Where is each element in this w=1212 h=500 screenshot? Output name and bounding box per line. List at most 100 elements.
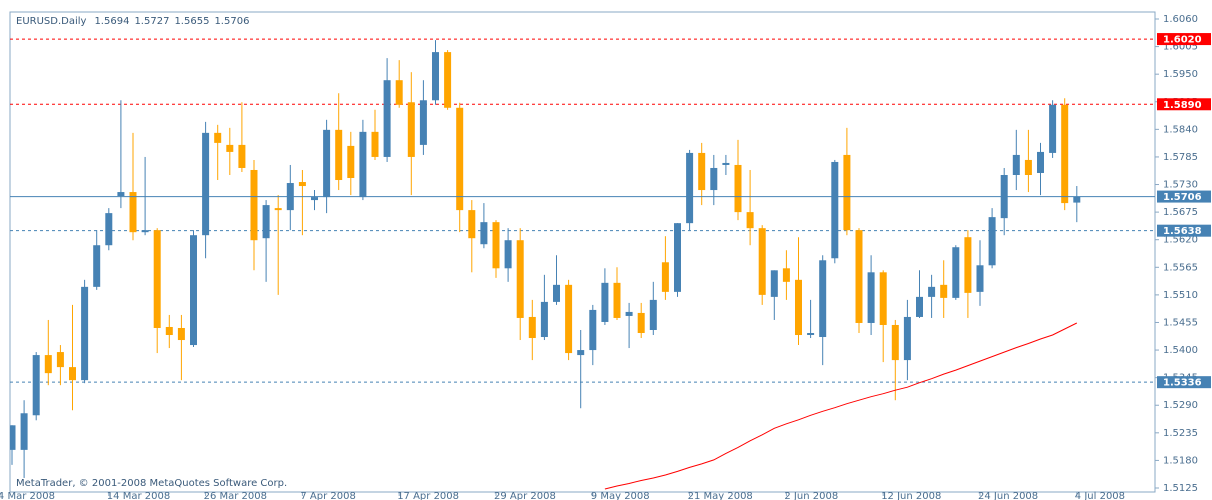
plot-frame	[9, 11, 1156, 493]
candle-body	[395, 80, 403, 105]
candle-body	[492, 222, 500, 269]
candle-body	[577, 350, 585, 356]
level-box	[1157, 376, 1211, 389]
candle-body	[916, 296, 923, 317]
candle-body	[504, 240, 512, 269]
open-value: 1.5694	[94, 16, 129, 27]
candle-body	[165, 326, 173, 336]
candle-body	[432, 52, 439, 101]
y-tick-label: 1.5180	[1163, 455, 1198, 466]
candle-body	[940, 284, 948, 298]
candle-body	[734, 164, 742, 213]
candle-body	[867, 272, 875, 323]
candle-body	[202, 132, 210, 236]
candle-body	[843, 154, 851, 231]
symbol: EURUSD.Daily	[16, 16, 87, 27]
y-tick-label: 1.5565	[1163, 262, 1198, 273]
candle-body	[540, 301, 548, 338]
y-tick-label: 1.5950	[1163, 69, 1198, 80]
x-tick-label: 7 Apr 2008	[300, 491, 355, 500]
candle-body	[177, 327, 185, 341]
candle-body	[456, 107, 464, 211]
y-tick-label: 1.5675	[1163, 207, 1198, 218]
candle-body	[1037, 151, 1044, 173]
y-tick-label: 1.5620	[1163, 235, 1198, 246]
y-tick-label: 1.6060	[1163, 14, 1198, 25]
candle-body	[710, 167, 718, 191]
candle-body	[347, 145, 355, 179]
candle-body	[1012, 154, 1020, 175]
price-axis: 1.60601.60051.59501.58951.58401.57851.57…	[0, 14, 1211, 500]
level-box	[1157, 224, 1211, 237]
candle-body	[988, 217, 996, 266]
candle-body	[20, 413, 28, 450]
low-value: 1.5655	[174, 16, 209, 27]
level-label: 1.5336	[1163, 378, 1202, 389]
candle-body	[105, 213, 113, 246]
candle-body	[371, 131, 379, 157]
high-value: 1.5727	[134, 16, 169, 27]
candle-body	[468, 210, 476, 239]
y-tick-label: 1.6005	[1163, 42, 1198, 53]
candle-body	[56, 352, 64, 368]
candle-body	[613, 282, 621, 318]
candle-body	[746, 212, 754, 229]
candle-body	[528, 316, 536, 339]
candle-body	[722, 162, 730, 165]
level-box	[1157, 98, 1211, 111]
candle-body	[649, 299, 657, 330]
candle-body	[770, 270, 778, 297]
candle-body	[10, 425, 16, 450]
candle-body	[359, 131, 367, 198]
x-tick-label: 29 Apr 2008	[494, 491, 556, 500]
candle-body	[831, 161, 839, 259]
x-tick-label: 14 Mar 2008	[107, 491, 170, 500]
candle-body	[976, 265, 984, 292]
level-label: 1.6020	[1163, 35, 1202, 46]
candle-body	[637, 312, 645, 334]
candle-body	[141, 230, 149, 233]
candle-body	[129, 192, 137, 233]
candle-body	[964, 237, 972, 293]
candle-body	[190, 235, 197, 346]
bid-label: 1.5706	[1163, 192, 1202, 203]
candle-body	[238, 144, 246, 168]
candle-body	[69, 367, 76, 381]
y-tick-label: 1.5510	[1163, 290, 1198, 301]
candle-body	[335, 129, 343, 181]
x-tick-label: 9 May 2008	[591, 491, 650, 500]
y-tick-label: 1.5785	[1163, 152, 1198, 163]
candle-body	[625, 311, 633, 316]
x-tick-label: 17 Apr 2008	[397, 491, 459, 500]
candle-body	[807, 333, 815, 336]
candle-body	[1024, 159, 1032, 175]
candle-body	[698, 152, 706, 191]
x-tick-label: 21 May 2008	[688, 491, 753, 500]
candle-body	[1061, 104, 1069, 204]
y-tick-label: 1.5400	[1163, 345, 1198, 356]
level-label: 1.5890	[1163, 100, 1202, 111]
candle-body	[44, 355, 52, 374]
candle-body	[117, 192, 125, 197]
candle-body	[879, 272, 887, 325]
y-tick-label: 1.5730	[1163, 180, 1198, 191]
y-tick-label: 1.5840	[1163, 124, 1198, 135]
x-tick-label: 24 Jun 2008	[978, 491, 1038, 500]
x-tick-label: 4 Jul 2008	[1075, 491, 1125, 500]
copyright: MetaTrader, © 2001-2008 MetaQuotes Softw…	[16, 478, 287, 489]
candle-body	[952, 247, 960, 298]
bid-box	[1157, 190, 1211, 203]
candle-body	[383, 80, 391, 157]
candle-body	[891, 324, 899, 361]
close-value: 1.5706	[214, 16, 249, 27]
candle-body	[686, 152, 694, 224]
candle-body	[782, 268, 790, 282]
candle-body	[516, 240, 524, 318]
level-box	[1157, 33, 1211, 46]
y-tick-label: 1.5235	[1163, 428, 1198, 439]
candle-body	[480, 222, 488, 245]
plot-area	[10, 38, 1155, 490]
candle-body	[589, 309, 597, 351]
x-tick-label: 2 Jun 2008	[784, 491, 838, 500]
